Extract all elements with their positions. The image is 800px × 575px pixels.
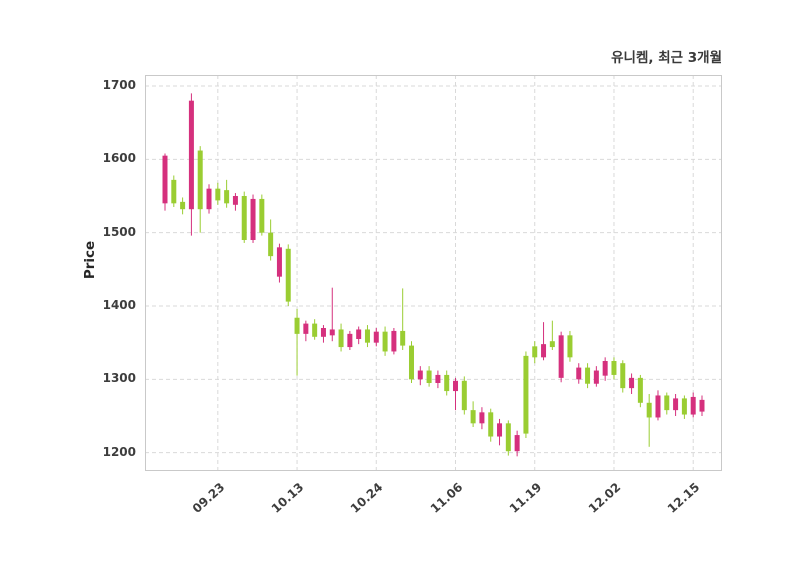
candle-body [576,367,582,380]
x-tick-label: 10.24 [348,480,386,516]
candle-body [593,370,599,384]
candle-body [268,232,274,257]
y-axis-label: Price [82,240,98,280]
candle-body [444,374,450,392]
candle-body [690,396,696,415]
candle-body [417,370,423,380]
candle-body [699,399,705,412]
x-tick-label: 11.06 [427,480,465,516]
y-tick-label: 1600 [102,151,136,166]
y-tick-label: 1200 [102,444,136,459]
x-tick-label: 12.02 [585,480,624,516]
candle-body [497,423,503,437]
y-tick-label: 1500 [102,224,136,239]
candle-body [250,198,256,240]
candle-body [532,346,538,358]
candle-body [567,335,573,358]
candle-body [329,329,335,336]
x-tick-label: 11.19 [506,480,545,516]
candle-body [461,380,467,411]
candle-body [558,335,564,378]
candle-body [197,150,203,210]
candle-body [206,188,212,210]
candle-body [541,344,547,358]
candle-body [505,423,511,452]
candle-body [180,201,186,210]
candle-body [276,247,282,277]
candle-body [391,330,397,352]
candle-body [312,323,318,337]
candle-body [426,370,432,383]
candle-body [681,398,687,415]
candle-body [224,190,230,204]
candlestick-plot [145,75,722,471]
candle-body [620,363,626,389]
candle-body [294,317,300,334]
candle-body [320,328,326,337]
chart-title: 유니켐, 최근 3개월 [611,50,722,66]
y-tick-label: 1700 [102,78,136,92]
candle-body [382,331,388,352]
candle-body [637,377,643,403]
x-tick-label: 10.13 [268,480,307,516]
candle-body [408,345,414,380]
candle-body [364,329,370,343]
candle-body [585,367,591,384]
candle-body [338,329,344,348]
candle-body [470,410,476,424]
candle-body [629,377,635,389]
y-tick-label: 1400 [102,298,136,312]
candle-body [241,196,247,240]
candle-body [215,188,221,201]
candle-body [356,329,362,339]
candle-body [549,341,555,348]
candle-body [232,196,238,205]
candle-body [453,380,459,392]
candle-body [259,198,265,233]
candle-body [514,435,520,452]
candle-body [162,155,168,204]
x-tick-label: 12.15 [664,480,703,516]
candle-body [602,361,608,376]
candle-body [488,412,494,437]
candle-body [435,374,441,383]
candle-body [373,331,379,343]
candle-body [523,355,529,434]
plot-border [145,75,722,471]
candle-body [611,361,617,375]
candle-body [347,333,353,348]
candle-body [673,398,679,411]
candle-body [646,402,652,418]
candle-body [303,323,309,334]
candle-body [655,395,661,418]
candle-body [171,179,177,204]
candle-body [400,330,406,346]
candle-body [188,100,194,210]
x-tick-label: 09.23 [189,480,228,516]
candle-body [664,395,670,411]
y-tick-label: 1300 [102,371,136,386]
candle-body [285,248,291,302]
candle-body [479,412,485,424]
